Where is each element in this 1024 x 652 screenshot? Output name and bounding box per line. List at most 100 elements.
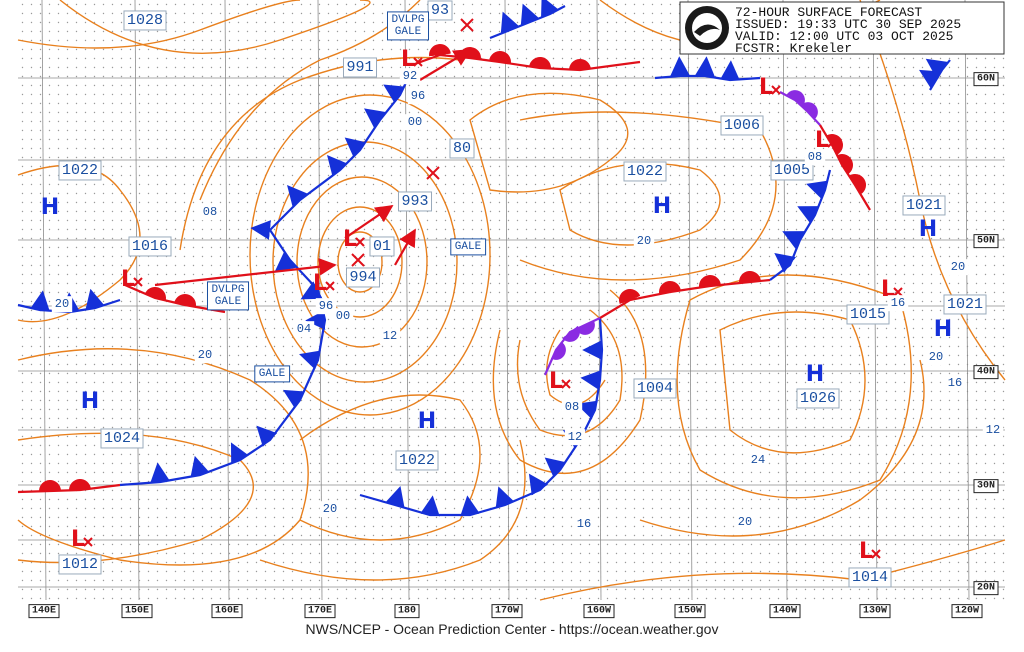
low-x xyxy=(771,85,781,95)
isobar-label-box xyxy=(404,114,426,131)
longitude-label: 120W xyxy=(955,606,979,617)
pressure-value: 1021 xyxy=(906,197,942,214)
pressure-value-box xyxy=(395,450,439,471)
low-x xyxy=(893,287,903,297)
pressure-value-box xyxy=(100,428,144,449)
pressure-value-box xyxy=(427,0,453,21)
low-symbol: L xyxy=(343,227,357,252)
gale-label: DVLPG xyxy=(391,14,424,26)
longitude-label-box xyxy=(583,604,615,619)
isobar-label-box xyxy=(734,514,756,531)
longitude-label-box xyxy=(491,604,523,619)
pressure-value-box xyxy=(848,567,892,588)
isobar-label-box xyxy=(199,204,221,221)
pressure-value: 1022 xyxy=(62,162,98,179)
low-x xyxy=(561,379,571,389)
pressure-value: 1022 xyxy=(627,163,663,180)
noaa-logo-bird xyxy=(694,24,720,36)
low-x xyxy=(325,281,335,291)
longitude-label-box xyxy=(394,604,420,619)
isobar-label-box xyxy=(573,516,595,533)
cold-front xyxy=(919,58,951,91)
warm-front xyxy=(819,124,871,211)
longitude-label: 150W xyxy=(678,606,702,617)
isobar-label: 92 xyxy=(403,69,417,83)
low-x xyxy=(871,549,881,559)
longitude-label-box xyxy=(859,604,891,619)
warm-front xyxy=(124,283,226,314)
isobar-label: 16 xyxy=(891,296,905,310)
pressure-value-box xyxy=(796,388,840,409)
latitude-label-box xyxy=(973,365,999,380)
low-symbol: L xyxy=(121,267,135,292)
isobar xyxy=(719,311,866,454)
pressure-value: 1015 xyxy=(850,306,886,323)
pressure-value-box xyxy=(58,160,102,181)
isobar-label-box xyxy=(944,375,966,392)
isobar-label-box xyxy=(315,298,337,315)
isobar-label-box xyxy=(747,452,769,469)
isobar-label: 20 xyxy=(198,348,212,362)
longitude-label-box xyxy=(211,604,243,619)
pressure-value-box xyxy=(449,138,475,159)
isobar-label: 20 xyxy=(55,297,69,311)
occl-front xyxy=(543,317,601,376)
latitude-label: 20N xyxy=(977,583,995,594)
pressure-value: 93 xyxy=(431,2,449,19)
pressure-value-box xyxy=(633,378,677,399)
low-x xyxy=(355,237,365,247)
isobar-label: 16 xyxy=(577,517,591,531)
isobar-label: 24 xyxy=(751,453,765,467)
low-symbol: L xyxy=(759,75,773,100)
pressure-value-box xyxy=(623,161,667,182)
isobar-label: 12 xyxy=(986,423,1000,437)
header-line: VALID: 12:00 UTC 03 OCT 2025 xyxy=(735,29,953,44)
longitude-label: 150E xyxy=(125,606,149,617)
pressure-value: 1026 xyxy=(800,390,836,407)
isobar-label: 00 xyxy=(408,115,422,129)
low-symbol: L xyxy=(71,527,85,552)
longitude-label-box xyxy=(121,604,153,619)
isobar-label-box xyxy=(379,328,401,345)
isobar-label: 96 xyxy=(319,299,333,313)
isobar-label: 20 xyxy=(637,234,651,248)
isobar-label-box xyxy=(407,88,429,105)
isobar-label-box xyxy=(633,233,655,250)
gale-box xyxy=(386,11,430,41)
high-symbol: H xyxy=(41,195,59,220)
gale-box xyxy=(450,238,487,256)
longitude-label: 160E xyxy=(215,606,239,617)
isobar xyxy=(539,539,1006,601)
isobar xyxy=(639,359,925,537)
isobar-label: 12 xyxy=(383,329,397,343)
isobar-label: 08 xyxy=(565,400,579,414)
header: 72-HOUR SURFACE FORECAST ISSUED: 19:33 U… xyxy=(679,1,1005,56)
isobar xyxy=(676,274,912,499)
isobar-label-box xyxy=(564,429,586,446)
pressure-value: 1028 xyxy=(127,12,163,29)
isobar xyxy=(59,0,371,54)
low-track-x xyxy=(426,166,440,180)
gale-label: GALE xyxy=(215,296,242,308)
isobar-label: 20 xyxy=(738,515,752,529)
pressure-value-box xyxy=(943,294,987,315)
high-symbol: H xyxy=(81,389,99,414)
low-x xyxy=(413,57,423,67)
isobar xyxy=(469,92,629,193)
isobar-label: 08 xyxy=(808,150,822,164)
longitude-label: 180 xyxy=(398,606,416,617)
isobar-label-box xyxy=(51,296,73,313)
gale-label: GALE xyxy=(455,241,482,253)
cold-front xyxy=(359,317,604,517)
pressure-value-box xyxy=(397,191,433,212)
trough-front xyxy=(394,228,416,266)
low-symbol: L xyxy=(401,47,415,72)
pressure-value: 1004 xyxy=(637,380,673,397)
meridian xyxy=(134,0,140,601)
fronts xyxy=(17,0,951,517)
isobar xyxy=(17,0,301,49)
latitude-label-box xyxy=(973,234,999,249)
header-box xyxy=(679,1,1005,55)
